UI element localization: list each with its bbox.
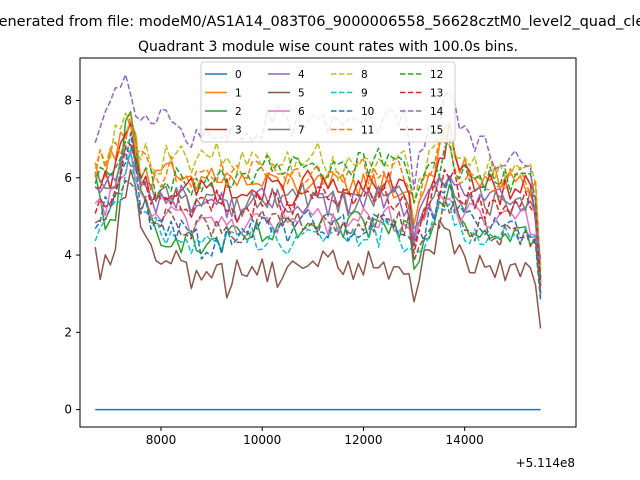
legend-label-0: 0 <box>235 69 242 81</box>
legend-label-5: 5 <box>298 88 305 100</box>
series-line-8 <box>94 112 542 275</box>
series-line-10 <box>94 132 542 302</box>
series-line-5 <box>94 169 542 329</box>
legend-label-13: 13 <box>430 88 443 100</box>
legend-frame <box>200 61 456 143</box>
legend-label-11: 11 <box>361 125 374 137</box>
legend-label-8: 8 <box>361 69 368 81</box>
series-line-6 <box>94 149 542 290</box>
legend-label-10: 10 <box>361 106 374 118</box>
y-tick-label-2: 2 <box>64 325 72 339</box>
series-layer <box>94 73 542 411</box>
legend-label-1: 1 <box>235 88 242 100</box>
x-tick-label-12000: 12000 <box>344 433 382 447</box>
x-tick-label-14000: 14000 <box>446 433 484 447</box>
x-axis-offset-label: +5.114e8 <box>516 456 575 470</box>
legend-label-7: 7 <box>298 125 305 137</box>
legend-label-6: 6 <box>298 106 305 118</box>
legend-label-3: 3 <box>235 125 242 137</box>
x-tick-label-10000: 10000 <box>243 433 281 447</box>
series-line-12 <box>94 138 542 279</box>
series-line-7 <box>94 153 542 279</box>
legend-label-4: 4 <box>298 69 305 81</box>
plot-frame <box>79 57 577 428</box>
legend-label-2: 2 <box>235 106 242 118</box>
y-tick-label-6: 6 <box>64 171 72 185</box>
y-tick-label-0: 0 <box>64 403 72 417</box>
legend-label-12: 12 <box>430 69 443 81</box>
legend-label-9: 9 <box>361 88 368 100</box>
legend-label-14: 14 <box>430 106 444 118</box>
series-line-11 <box>94 112 542 271</box>
y-tick-label-8: 8 <box>64 94 72 108</box>
axis-ticks: 8000 10000 12000 14000 0 2 4 6 8 <box>64 94 483 447</box>
y-tick-label-4: 4 <box>64 248 72 262</box>
series-line-13 <box>94 143 542 287</box>
x-tick-label-8000: 8000 <box>146 433 177 447</box>
chart-title: Quadrant 3 module wise count rates with … <box>138 39 518 55</box>
legend-label-15: 15 <box>430 125 443 137</box>
figure-suptitle: Plots generated from file: modeM0/AS1A14… <box>0 14 640 30</box>
series-line-15 <box>94 179 542 294</box>
series-line-2 <box>94 110 542 287</box>
